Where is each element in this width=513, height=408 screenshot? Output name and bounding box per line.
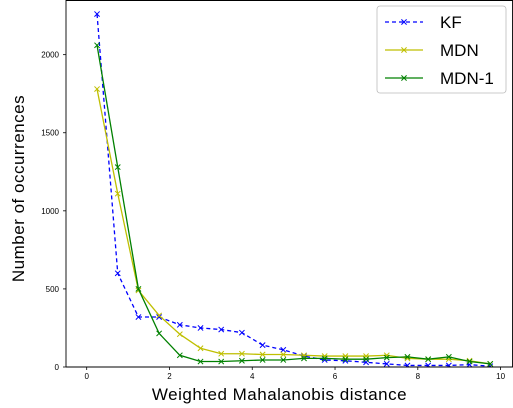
data-point — [94, 11, 100, 18]
x-tick-label: 10 — [496, 372, 505, 381]
data-point — [466, 358, 473, 365]
data-point — [259, 342, 266, 349]
data-point — [156, 312, 163, 319]
data-point — [176, 321, 183, 328]
legend-label: MDN-1 — [440, 69, 494, 88]
legend-item: KF — [385, 13, 462, 32]
data-point — [404, 362, 411, 367]
data-point — [363, 356, 370, 363]
data-point — [135, 285, 142, 292]
data-point — [487, 363, 494, 367]
data-point — [321, 355, 328, 362]
data-point — [114, 164, 121, 171]
plot-area — [94, 11, 494, 367]
data-point — [259, 351, 266, 358]
data-point — [156, 330, 163, 337]
data-point — [218, 350, 225, 357]
data-point — [280, 351, 287, 358]
data-point — [135, 314, 142, 320]
data-point — [280, 346, 287, 353]
data-point — [114, 190, 121, 197]
legend-item: MDN-1 — [385, 69, 494, 88]
data-point — [425, 356, 432, 363]
data-point — [466, 357, 473, 364]
data-point — [197, 358, 204, 365]
x-tick-label: 4 — [250, 372, 255, 381]
data-point — [94, 42, 100, 49]
data-point — [301, 355, 307, 362]
x-tick-label: 8 — [416, 372, 421, 381]
legend-label: MDN — [440, 41, 479, 60]
legend-label: KF — [440, 13, 462, 32]
data-point — [218, 358, 225, 365]
data-point — [176, 331, 183, 338]
x-tick-label: 0 — [84, 372, 89, 381]
data-point — [259, 357, 266, 363]
data-point — [218, 326, 225, 333]
data-point — [445, 353, 452, 360]
legend-box — [376, 5, 507, 94]
series-mdn-1 — [94, 42, 494, 367]
y-tick-label: 0 — [55, 363, 60, 372]
legend-item: MDN — [385, 41, 479, 60]
data-point — [94, 86, 100, 92]
y-tick-label: 1000 — [41, 207, 59, 216]
legend: KF MDN MDN-1 — [376, 5, 507, 94]
data-point — [383, 354, 390, 361]
data-point — [197, 325, 204, 331]
data-point — [445, 362, 452, 367]
y-tick-label: 500 — [46, 285, 60, 294]
data-point — [238, 350, 245, 357]
data-point — [425, 362, 432, 367]
x-tick-label: 2 — [167, 372, 172, 381]
data-point — [342, 356, 349, 363]
y-tick-label: 1500 — [41, 129, 59, 138]
data-point — [280, 357, 287, 363]
data-point — [383, 360, 390, 367]
x-axis-label: Weighted Mahalanobis distance — [152, 385, 407, 404]
data-point — [156, 314, 163, 320]
data-point — [197, 345, 204, 352]
data-point — [404, 353, 411, 360]
data-point — [114, 270, 121, 277]
data-point — [238, 357, 245, 364]
ticks: 0 2 4 6 8 10 0 500 1000 1500 2000 — [41, 51, 505, 381]
x-tick-label: 6 — [333, 372, 338, 381]
series-line — [96, 45, 491, 365]
data-point — [238, 329, 245, 336]
data-point — [176, 352, 183, 359]
y-tick-label: 2000 — [41, 51, 59, 60]
y-axis-label: Number of occurrences — [9, 95, 28, 282]
data-point — [487, 360, 494, 367]
